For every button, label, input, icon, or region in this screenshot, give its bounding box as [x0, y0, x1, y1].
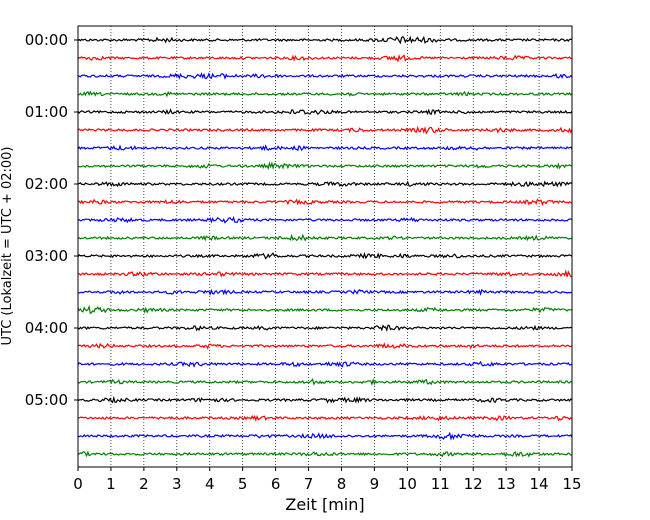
x-tick-label: 2: [139, 475, 149, 493]
y-axis: 00:00 01:00 02:00 03:00 04:00 05:00: [25, 31, 78, 409]
x-tick-label: 14: [530, 475, 549, 493]
trace-line: [77, 395, 573, 404]
trace-line: [77, 71, 573, 80]
plot-background: [78, 26, 572, 467]
y-tick-label: 03:00: [25, 247, 68, 265]
trace-line: [77, 90, 573, 98]
trace-line: [77, 304, 573, 315]
plot-frame: [77, 25, 573, 468]
x-axis: 0 1 2 3 4 5 6 7 8 9 10 11 12 13 14 15: [73, 467, 582, 493]
seismic-traces: [77, 35, 573, 458]
x-tick-label: 4: [205, 475, 215, 493]
y-tick-label: 05:00: [25, 391, 68, 409]
x-tick-label: 11: [431, 475, 450, 493]
x-tick-label: 3: [172, 475, 182, 493]
trace-line: [77, 450, 573, 458]
x-tick-label: 1: [106, 475, 116, 493]
trace-line: [77, 125, 573, 135]
x-tick-label: 6: [271, 475, 281, 493]
trace-line: [77, 360, 573, 368]
trace-line: [77, 198, 573, 207]
x-tick-label: 5: [238, 475, 248, 493]
x-tick-label: 10: [398, 475, 417, 493]
y-tick-label: 00:00: [25, 31, 68, 49]
trace-line: [77, 269, 573, 278]
trace-line: [77, 35, 573, 45]
x-tick-label: 0: [73, 475, 83, 493]
y-tick-label: 01:00: [25, 103, 68, 121]
trace-line: [77, 233, 573, 242]
trace-line: [77, 324, 573, 333]
trace-line: [77, 108, 573, 116]
y-axis-title: UTC (Lokalzeit = UTC + 02:00): [0, 147, 15, 346]
trace-line: [77, 431, 573, 441]
x-tick-label: 8: [337, 475, 347, 493]
x-tick-label: 7: [304, 475, 314, 493]
y-tick-label: 02:00: [25, 175, 68, 193]
trace-line: [77, 377, 573, 387]
trace-line: [77, 180, 573, 188]
trace-line: [77, 54, 573, 63]
x-tick-label: 13: [497, 475, 516, 493]
trace-line: [77, 216, 573, 224]
trace-line: [77, 342, 573, 350]
trace-line: [77, 414, 573, 422]
x-tick-label: 12: [464, 475, 483, 493]
x-tick-label: 15: [562, 475, 581, 493]
x-tick-label: 9: [370, 475, 380, 493]
trace-line: [77, 251, 573, 260]
y-tick-label: 04:00: [25, 319, 68, 337]
x-axis-title: Zeit [min]: [285, 495, 364, 514]
trace-line: [77, 161, 573, 171]
trace-line: [77, 288, 573, 296]
trace-line: [77, 144, 573, 152]
